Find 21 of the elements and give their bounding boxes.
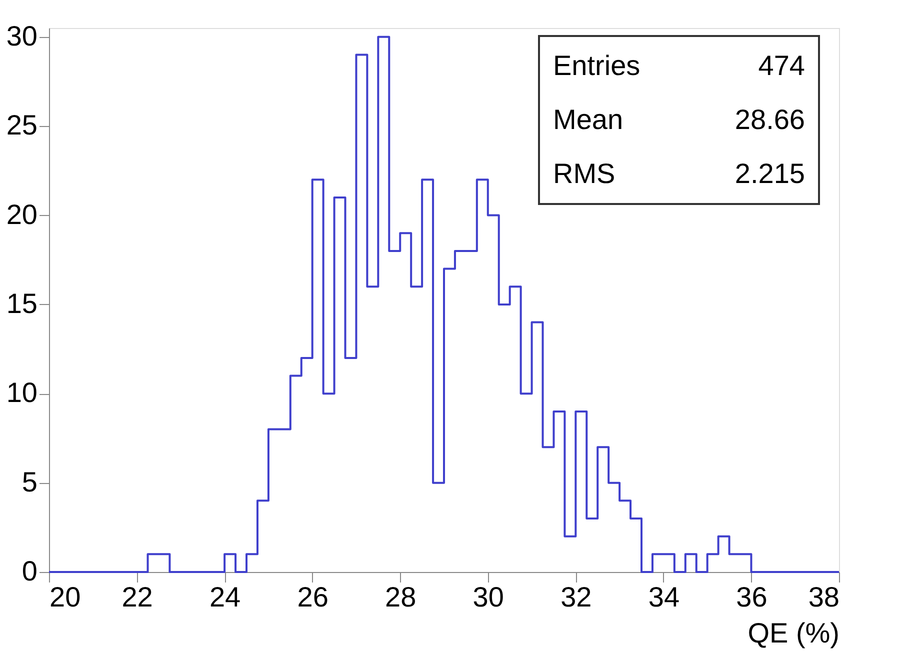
- x-tick-label: 36: [736, 582, 768, 612]
- x-tick-label: 34: [648, 582, 680, 612]
- y-tick-label: 30: [6, 20, 38, 52]
- text: RMS 2.215: [553, 158, 805, 189]
- y-tick-label: 25: [6, 110, 38, 141]
- x-tick-label: 20: [50, 582, 81, 612]
- y-tick-label: 15: [6, 288, 38, 319]
- y-tick-label: 0: [22, 556, 38, 586]
- text: Mean 28.66: [553, 104, 805, 135]
- y-tick-label: 10: [6, 377, 38, 408]
- x-tick-label: 32: [560, 582, 592, 612]
- x-axis-title: QE (%): [748, 618, 840, 648]
- y-tick-label: 20: [6, 198, 38, 230]
- x-tick-label: 28: [385, 582, 416, 612]
- x-tick-label: 30: [472, 582, 504, 612]
- y-tick-label: 5: [22, 466, 38, 498]
- text: Entries 474: [553, 50, 805, 81]
- x-tick-label: 26: [297, 582, 328, 612]
- x-tick-label: 24: [209, 582, 241, 612]
- x-tick-label: 38: [808, 582, 840, 612]
- x-tick-label: 22: [122, 582, 153, 612]
